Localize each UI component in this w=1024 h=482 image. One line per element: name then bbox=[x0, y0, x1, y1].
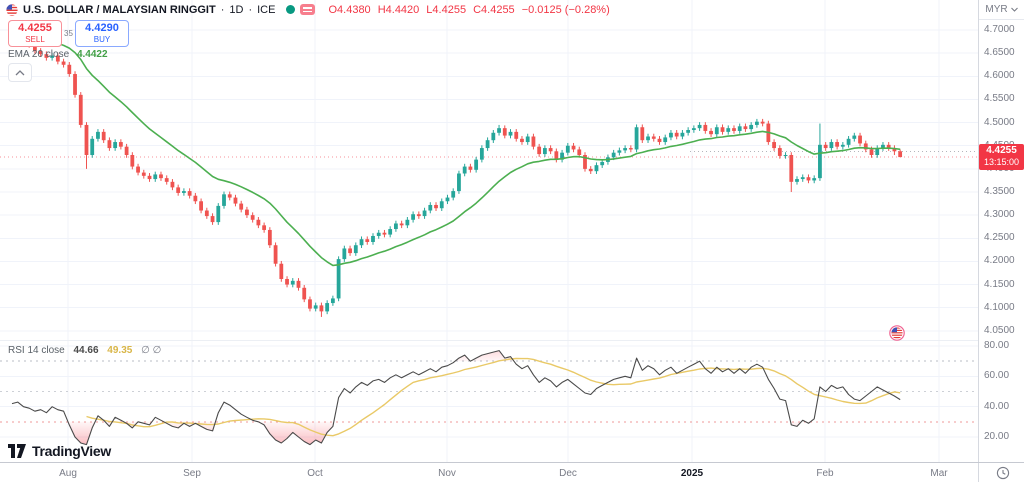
time-axis-label: 2025 bbox=[680, 468, 704, 479]
pane-separator[interactable] bbox=[0, 340, 978, 341]
separator-dot: · bbox=[248, 3, 253, 16]
price-tick-label: 4.3500 bbox=[984, 186, 1015, 197]
ema-legend: EMA 20 close 4.4422 bbox=[8, 49, 108, 60]
buy-button[interactable]: 4.4290 BUY bbox=[75, 20, 129, 47]
price-tick-label: 4.2500 bbox=[984, 232, 1015, 244]
price-tick-label: 4.3000 bbox=[984, 209, 1015, 221]
symbol-title[interactable]: U.S. DOLLAR / MALAYSIAN RINGGIT bbox=[23, 3, 216, 16]
time-axis-border bbox=[0, 462, 1024, 463]
currency-label: MYR bbox=[985, 4, 1008, 15]
price-axis-border bbox=[978, 0, 979, 482]
ema-value: 4.4422 bbox=[76, 49, 108, 60]
tradingview-logo-text: TradingView bbox=[32, 443, 111, 459]
price-tick-label: 4.6500 bbox=[984, 47, 1015, 59]
rsi-tick-label: 40.00 bbox=[984, 400, 1010, 412]
price-tick-label: 4.1000 bbox=[984, 301, 1015, 313]
rsi-tick-label: 60.00 bbox=[984, 370, 1010, 382]
price-tick-label: 4.2000 bbox=[984, 255, 1015, 267]
timeframe-label[interactable]: 1D bbox=[229, 3, 244, 16]
collapse-legend-button[interactable] bbox=[8, 63, 32, 82]
chevron-down-icon bbox=[1010, 7, 1018, 12]
rsi-pane[interactable] bbox=[0, 341, 978, 462]
time-axis-label: Feb bbox=[816, 468, 834, 479]
legend-menu-icon[interactable] bbox=[300, 4, 316, 15]
price-tick-label: 4.6000 bbox=[984, 70, 1015, 82]
rsi-tick-label: 20.00 bbox=[984, 430, 1010, 442]
price-tick-label: 4.5000 bbox=[984, 116, 1015, 128]
symbol-legend: U.S. DOLLAR / MALAYSIAN RINGGIT · 1D · I… bbox=[6, 2, 610, 17]
exchange-label: ICE bbox=[257, 3, 276, 16]
market-status-dot bbox=[286, 5, 296, 14]
chevron-up-icon bbox=[15, 69, 25, 75]
rsi-tick-label: 80.00 bbox=[984, 340, 1010, 351]
tradingview-mark-icon bbox=[8, 444, 26, 458]
last-price-tag: 4.4255 13:15:00 bbox=[979, 144, 1024, 171]
open-value: O4.4380 bbox=[328, 3, 371, 16]
time-axis-label: Mar bbox=[930, 468, 948, 479]
countdown-timer: 13:15:00 bbox=[983, 157, 1020, 168]
time-axis-label: Dec bbox=[559, 468, 577, 479]
trade-buttons: 4.4255 SELL 35 4.4290 BUY bbox=[8, 20, 129, 47]
price-chart-pane[interactable] bbox=[0, 0, 978, 341]
ohlc-values: O4.4380 H4.4420 L4.4255 C4.4255 −0.0125 … bbox=[328, 4, 609, 16]
high-value: H4.4420 bbox=[377, 3, 420, 16]
sell-button[interactable]: 4.4255 SELL bbox=[8, 20, 62, 47]
rsi-title: RSI 14 close bbox=[8, 345, 65, 356]
rsi-legend: RSI 14 close 44.66 49.35 ∅ ∅ bbox=[8, 345, 161, 356]
rsi-value: 44.66 bbox=[73, 345, 99, 356]
tradingview-logo[interactable]: TradingView bbox=[8, 443, 111, 459]
time-axis-label: Nov bbox=[438, 468, 456, 479]
malaysia-flag-icon bbox=[889, 325, 905, 341]
price-tick-label: 4.7000 bbox=[984, 24, 1015, 36]
time-axis-label: Sep bbox=[183, 468, 201, 479]
price-tick-label: 4.5500 bbox=[984, 93, 1015, 105]
time-axis-label: Oct bbox=[307, 468, 323, 479]
price-tick-label: 4.0500 bbox=[984, 324, 1015, 336]
us-flag-icon bbox=[6, 3, 18, 16]
timezone-clock-icon[interactable] bbox=[996, 466, 1010, 480]
close-value: C4.4255 bbox=[473, 3, 515, 16]
price-tick-label: 4.1500 bbox=[984, 278, 1015, 290]
ema-title: EMA 20 close bbox=[8, 49, 70, 60]
change-value: −0.0125 (−0.28%) bbox=[521, 3, 610, 16]
spread-value: 35 bbox=[64, 29, 73, 38]
rsi-ma-value: 49.35 bbox=[107, 345, 133, 356]
low-value: L4.4255 bbox=[426, 3, 467, 16]
rsi-band-values: ∅ ∅ bbox=[141, 345, 162, 356]
separator-dot: · bbox=[220, 3, 225, 16]
time-axis-label: Aug bbox=[59, 468, 77, 479]
last-price-value: 4.4255 bbox=[986, 145, 1017, 157]
currency-axis-header[interactable]: MYR bbox=[979, 0, 1024, 20]
